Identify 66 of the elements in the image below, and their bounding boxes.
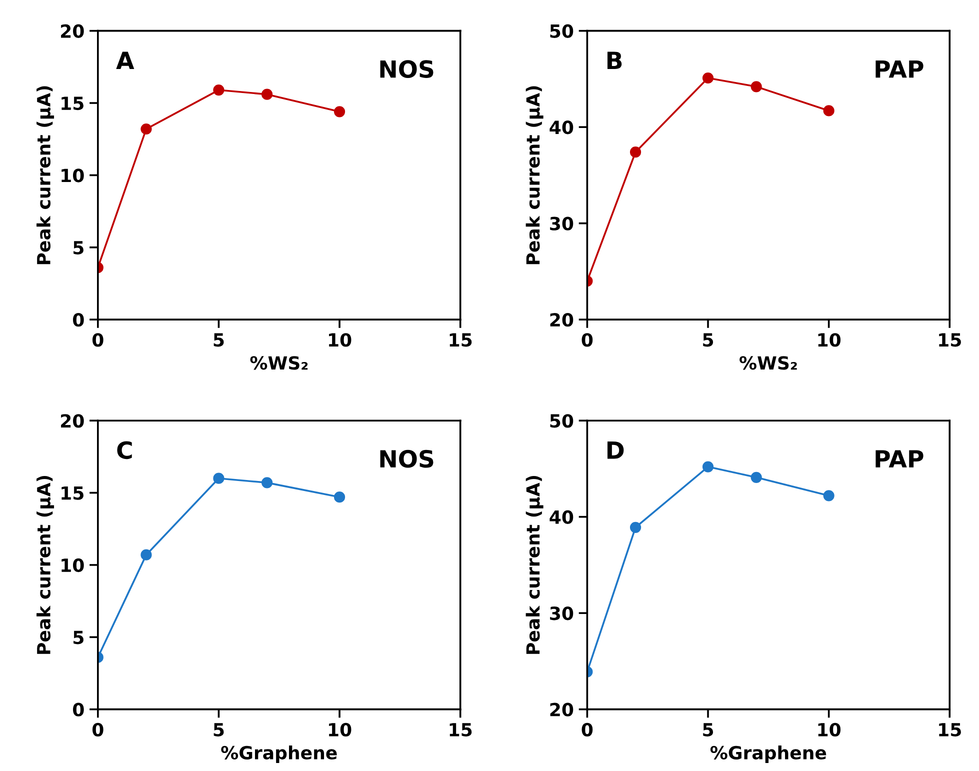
y-tick-label: 10 bbox=[62, 558, 84, 572]
y-tick-label: 15 bbox=[62, 96, 84, 110]
x-axis-title: %Graphene bbox=[710, 746, 826, 764]
x-tick-label: 15 bbox=[450, 333, 472, 347]
y-tick-label: 0 bbox=[73, 313, 84, 327]
point bbox=[630, 522, 642, 533]
y-tick-label: 10 bbox=[62, 168, 84, 182]
y-axis-title: Peak current (μA) bbox=[526, 86, 544, 264]
y-tick-label: 20 bbox=[61, 24, 84, 38]
annotation: B bbox=[607, 52, 622, 69]
y-axis-title: Peak current (μA) bbox=[36, 476, 54, 654]
x-tick-label: 10 bbox=[818, 333, 841, 347]
point bbox=[823, 105, 834, 116]
y-tick-label: 0 bbox=[73, 702, 84, 716]
point bbox=[334, 106, 346, 118]
point bbox=[750, 472, 762, 483]
x-tick-label: 15 bbox=[450, 723, 472, 736]
point bbox=[334, 492, 346, 503]
x-tick-label: 5 bbox=[214, 723, 224, 736]
annotation: C bbox=[117, 441, 132, 460]
x-tick-label: 10 bbox=[329, 333, 352, 347]
x-tick-label: 15 bbox=[939, 723, 961, 736]
y-tick-label: 20 bbox=[550, 702, 574, 716]
point bbox=[630, 146, 642, 158]
y-tick-label: 20 bbox=[61, 414, 84, 428]
annotation: A bbox=[116, 52, 134, 69]
x-axis-title: %WS₂ bbox=[740, 356, 797, 370]
x-tick-label: 15 bbox=[939, 333, 961, 347]
y-tick-label: 50 bbox=[550, 414, 574, 428]
annotation: PAP bbox=[876, 450, 924, 468]
point bbox=[140, 123, 152, 135]
point bbox=[140, 549, 152, 560]
y-axis-title: Peak current (μA) bbox=[526, 476, 544, 654]
x-tick-label: 0 bbox=[582, 722, 593, 736]
y-tick-label: 40 bbox=[550, 120, 574, 134]
point bbox=[823, 490, 834, 502]
y-tick-label: 30 bbox=[550, 216, 574, 230]
x-tick-label: 10 bbox=[818, 722, 841, 736]
y-tick-label: 50 bbox=[550, 24, 574, 38]
x-tick-label: 5 bbox=[214, 333, 224, 347]
y-tick-label: 20 bbox=[550, 313, 574, 327]
point bbox=[261, 477, 273, 488]
point bbox=[213, 84, 224, 96]
point bbox=[750, 81, 762, 92]
point bbox=[702, 72, 714, 84]
y-tick-label: 40 bbox=[550, 510, 574, 524]
x-axis-title: %WS₂ bbox=[250, 356, 308, 370]
point bbox=[261, 88, 273, 100]
annotation: PAP bbox=[876, 60, 924, 78]
x-tick-label: 0 bbox=[92, 333, 104, 347]
annotation: D bbox=[607, 442, 624, 459]
x-axis-title: %Graphene bbox=[221, 746, 337, 764]
point bbox=[213, 472, 224, 484]
y-tick-label: 30 bbox=[550, 606, 574, 620]
y-tick-label: 15 bbox=[62, 486, 84, 500]
point bbox=[702, 461, 714, 472]
y-axis-title: Peak current (μA) bbox=[36, 86, 54, 264]
x-tick-label: 0 bbox=[92, 722, 104, 736]
x-tick-label: 0 bbox=[582, 333, 593, 347]
annotation: NOS bbox=[380, 60, 434, 78]
y-tick-label: 5 bbox=[74, 241, 84, 254]
x-tick-label: 5 bbox=[703, 723, 714, 736]
x-tick-label: 5 bbox=[703, 333, 714, 347]
x-tick-label: 10 bbox=[329, 722, 352, 736]
y-tick-label: 5 bbox=[74, 630, 84, 644]
annotation: NOS bbox=[380, 450, 434, 468]
